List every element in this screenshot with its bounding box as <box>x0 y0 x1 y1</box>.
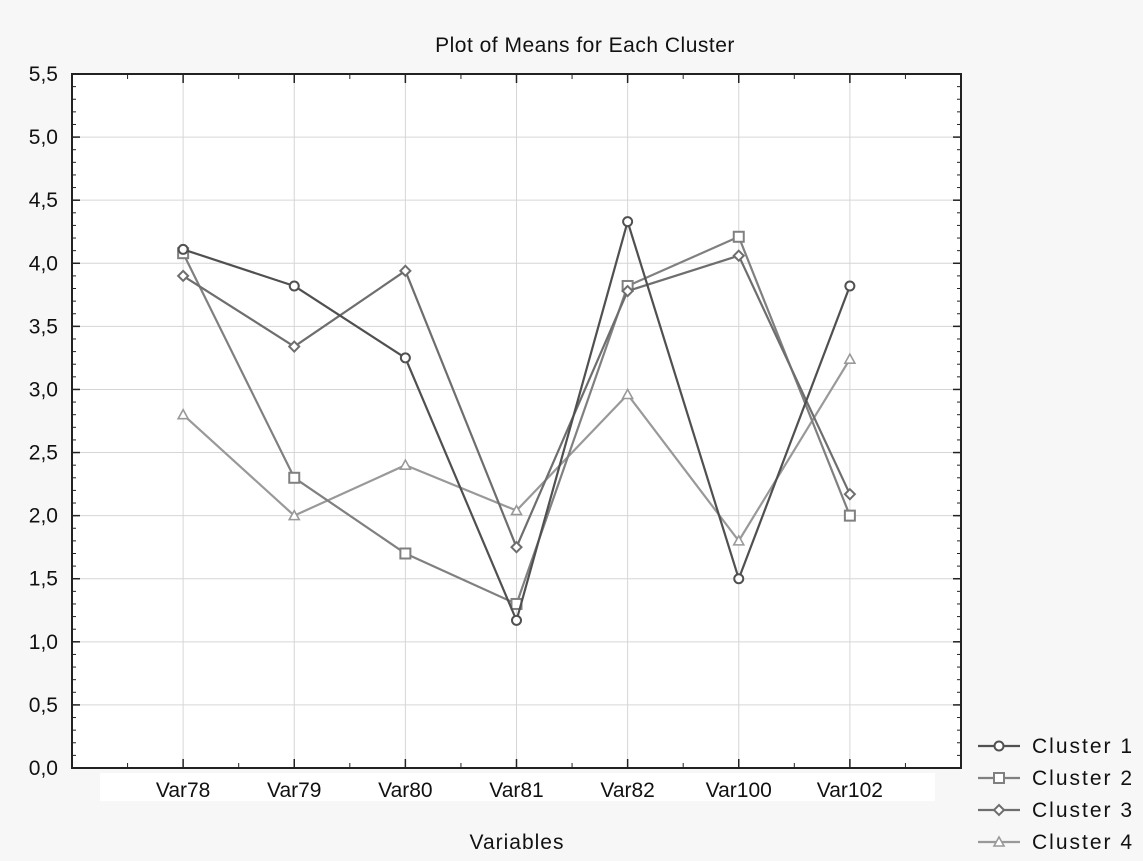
x-axis-title: Variables <box>470 831 565 854</box>
legend-item: Cluster 3 <box>978 799 1134 822</box>
x-tick-label: Var78 <box>156 779 210 802</box>
legend-label: Cluster 1 <box>1032 735 1134 758</box>
circle-marker <box>844 280 856 292</box>
legend-item: Cluster 4 <box>978 831 1134 854</box>
y-tick-label: 5,0 <box>29 126 58 149</box>
legend-label: Cluster 2 <box>1032 767 1134 790</box>
series-3 <box>176 249 857 554</box>
diamond-marker <box>398 264 412 278</box>
circle-marker <box>622 216 634 228</box>
circle-marker <box>177 243 189 255</box>
triangle-marker <box>992 835 1006 847</box>
diamond-marker <box>843 487 857 501</box>
diamond-marker <box>992 803 1006 817</box>
diamond-marker <box>621 284 635 298</box>
x-tick-label-band <box>100 773 935 801</box>
triangle-marker <box>510 503 523 516</box>
y-tick-label: 1,5 <box>29 568 58 591</box>
x-tick-label: Var102 <box>817 779 883 802</box>
square-marker <box>732 230 745 243</box>
series-lines <box>176 216 857 626</box>
triangle-marker <box>399 458 412 470</box>
chart-title: Plot of Means for Each Cluster <box>435 34 735 57</box>
circle-marker <box>511 614 522 626</box>
circle-marker <box>993 740 1005 752</box>
triangle-marker <box>843 352 857 364</box>
circle-marker <box>288 280 300 292</box>
series-4 <box>176 352 857 546</box>
y-tick-label: 2,0 <box>29 505 58 528</box>
diamond-marker <box>176 269 190 283</box>
x-tick-label: Var82 <box>600 779 654 802</box>
x-tick-label: Var80 <box>378 779 432 802</box>
triangle-marker <box>621 387 634 400</box>
y-tick-label: 2,5 <box>29 442 58 465</box>
x-tick-label: Var79 <box>267 779 321 802</box>
y-tick-label: 1,0 <box>29 631 58 654</box>
series-2 <box>177 230 856 610</box>
triangle-marker <box>287 508 301 521</box>
axis-ticks <box>72 73 961 769</box>
diamond-marker <box>287 340 301 353</box>
circle-marker <box>399 352 411 364</box>
square-marker <box>993 772 1005 784</box>
legend-item: Cluster 2 <box>978 767 1134 790</box>
y-tick-label: 0,5 <box>29 694 58 717</box>
axis-tick-labels: 0,0 0,5 1,0 1,5 2,0 2,5 3,0 3,5 4,0 4,5 5,0 5,5 Var7… <box>29 63 935 802</box>
triangle-marker <box>732 534 746 546</box>
legend: Cluster 1 Cluster 2 Cluster 3 Cluster 4 <box>978 735 1134 854</box>
legend-label: Cluster 4 <box>1032 831 1134 854</box>
y-tick-label: 3,0 <box>29 378 58 401</box>
triangle-marker <box>176 408 190 420</box>
circle-marker <box>733 573 745 585</box>
diamond-marker <box>510 540 523 554</box>
y-tick-label: 4,0 <box>29 252 58 275</box>
y-tick-label: 5,5 <box>29 63 58 86</box>
y-tick-label: 4,5 <box>29 189 58 212</box>
square-marker <box>288 471 301 484</box>
x-tick-label: Var100 <box>706 779 772 802</box>
square-marker <box>399 547 412 560</box>
square-marker <box>843 509 856 522</box>
x-tick-label: Var81 <box>489 779 543 802</box>
y-tick-label: 3,5 <box>29 315 58 338</box>
legend-item: Cluster 1 <box>978 735 1134 758</box>
legend-label: Cluster 3 <box>1032 799 1134 822</box>
gridlines <box>72 74 961 768</box>
series-1 <box>177 216 856 626</box>
y-tick-label: 0,0 <box>29 757 58 780</box>
diamond-marker <box>732 249 746 263</box>
